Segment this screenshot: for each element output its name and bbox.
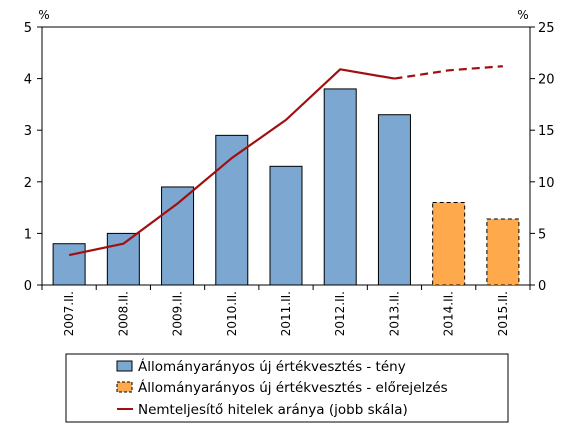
line-layer — [68, 65, 503, 257]
bar-forecast — [432, 201, 466, 286]
right-axis-unit: % — [517, 8, 528, 22]
bar-fact — [106, 232, 140, 286]
x-tick-label: 2010.II. — [225, 291, 239, 336]
x-axis: 2007.II. 2008.II. 2009.II. 2010.II. 2011.II.… — [41, 285, 531, 336]
bars-layer — [52, 88, 520, 286]
bar-fact — [161, 186, 195, 286]
left-tick-label: 2 — [24, 176, 32, 191]
x-tick-label: 2012.II. — [333, 291, 347, 336]
bar-fact — [269, 165, 303, 286]
left-tick-label: 0 — [24, 279, 32, 294]
bar-forecast — [486, 218, 520, 286]
right-tick-label: 25 — [538, 21, 555, 36]
legend-label-fact: Állományarányos új értékvesztés - tény — [138, 358, 406, 375]
left-tick-label: 3 — [24, 124, 32, 139]
x-tick-label: 2015.II. — [496, 291, 510, 336]
legend-swatch-forecast — [116, 381, 133, 393]
x-tick-label: 2008.II. — [116, 291, 130, 336]
right-tick-label: 10 — [538, 176, 555, 191]
npl-line-actual — [68, 68, 395, 257]
legend-swatch-fact — [116, 360, 133, 372]
right-tick-label: 0 — [538, 279, 546, 294]
x-tick-label: 2013.II. — [387, 291, 401, 336]
right-tick-label: 20 — [538, 73, 555, 88]
right-tick-label: 5 — [538, 227, 546, 242]
bar-fact — [52, 243, 86, 286]
x-tick-label: 2007.II. — [62, 291, 76, 336]
left-axis: % 0 1 2 3 4 5 — [24, 8, 50, 294]
legend: Állományarányos új értékvesztés - tény Á… — [65, 353, 509, 423]
x-tick-label: 2009.II. — [171, 291, 185, 336]
bar-fact — [377, 114, 411, 286]
left-tick-label: 4 — [24, 73, 32, 88]
legend-label-npl: Nemteljesítő hitelek aránya (jobb skála) — [138, 402, 408, 418]
x-tick-label: 2014.II. — [442, 291, 456, 336]
npl-line-forecast — [394, 65, 503, 80]
bar-fact — [215, 134, 249, 286]
left-tick-label: 5 — [24, 21, 32, 36]
right-axis: % 0 5 10 15 20 25 — [517, 8, 554, 294]
right-tick-label: 15 — [538, 124, 555, 139]
bar-fact — [323, 88, 357, 286]
left-axis-unit: % — [38, 8, 49, 22]
legend-label-forecast: Állományarányos új értékvesztés - előrej… — [138, 379, 448, 396]
left-tick-label: 1 — [24, 227, 32, 242]
legend-box — [65, 353, 509, 423]
x-tick-label: 2011.II. — [279, 291, 293, 336]
